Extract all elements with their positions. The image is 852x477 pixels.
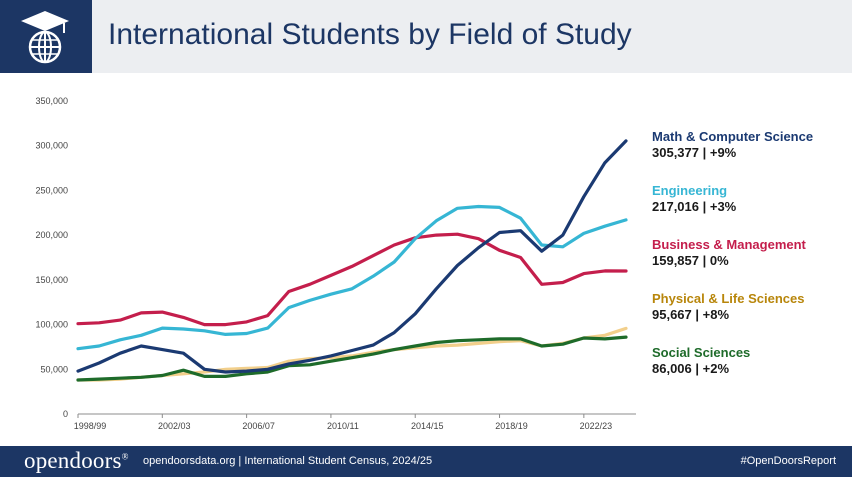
legend-series-value: 95,667 | +8% [652, 307, 730, 322]
series-line-business-and-management [76, 232, 628, 327]
logo [0, 0, 92, 73]
globe-graduation-cap-icon [21, 11, 69, 64]
y-tick-label: 300,000 [35, 141, 68, 151]
x-tick-label: 2010/11 [327, 421, 359, 431]
legend-entry: Social Sciences 86,006 | +2% [652, 345, 750, 377]
legend-series-name: Math & Computer Science [652, 129, 814, 144]
y-tick-label: 0 [63, 409, 68, 419]
x-tick-label: 2002/03 [158, 421, 191, 431]
y-tick-label: 150,000 [35, 275, 68, 285]
y-tick-label: 200,000 [35, 230, 68, 240]
line-chart: 0 50,000 100,000 150,000 200,000 250,000 300,0… [35, 96, 636, 431]
y-tick-label: 100,000 [35, 320, 68, 330]
series-line-social-sciences [76, 335, 628, 382]
legend-entry: Math & Computer Science 305,377 | +9% [652, 129, 813, 161]
y-tick-label: 50,000 [40, 364, 68, 374]
legend-series-value: 305,377 | +9% [652, 145, 737, 160]
brand-logo: opendoors® [24, 448, 129, 474]
legend-series-value: 217,016 | +3% [652, 199, 737, 214]
x-tick-label: 2014/15 [411, 421, 444, 431]
brand-name: opendoors [24, 448, 122, 473]
page-title: International Students by Field of Study [108, 18, 632, 51]
registered-mark: ® [121, 451, 129, 462]
legend-series-name: Social Sciences [652, 345, 751, 360]
legend-series-name: Engineering [652, 183, 728, 198]
y-tick-label: 250,000 [35, 185, 68, 195]
legend-entry: Business & Management 159,857 | 0% [652, 237, 806, 269]
legend-series-name: Physical & Life Sciences [652, 291, 805, 306]
x-tick-label: 2022/23 [580, 421, 613, 431]
y-tick-label: 350,000 [35, 96, 68, 106]
series-line-engineering [76, 204, 628, 351]
footer-bar: opendoors® opendoorsdata.org | Internati… [0, 446, 852, 477]
series-line-physical-and-life-sciences [76, 326, 628, 382]
x-tick-label: 1998/99 [74, 421, 107, 431]
header-bar: International Students by Field of Study [0, 0, 852, 73]
x-tick-label: 2006/07 [242, 421, 275, 431]
footer-source: opendoorsdata.org | International Studen… [143, 455, 433, 467]
x-tick-label: 2018/19 [495, 421, 528, 431]
legend-entry: Physical & Life Sciences 95,667 | +8% [652, 291, 804, 323]
series-line-math-and-computer-science [76, 139, 628, 374]
footer-hashtag: #OpenDoorsReport [740, 455, 836, 467]
legend-series-value: 159,857 | 0% [652, 253, 729, 268]
legend-series-value: 86,006 | +2% [652, 361, 730, 376]
legend-series-name: Business & Management [652, 237, 806, 252]
legend-entry: Engineering 217,016 | +3% [652, 183, 736, 215]
